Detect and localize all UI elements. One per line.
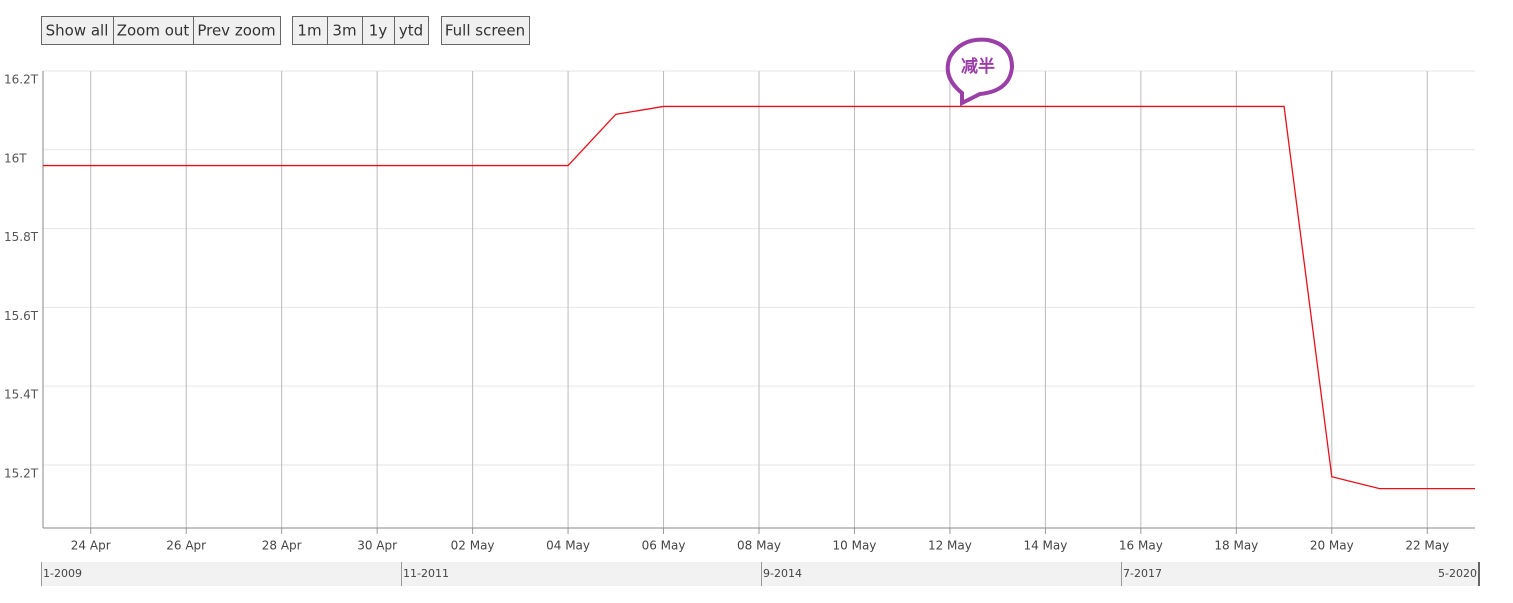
data-line — [43, 105, 1475, 490]
x-tick-label: 14 May — [1023, 539, 1067, 553]
navigator-label: 7-2017 — [1123, 567, 1162, 580]
toolbar-button[interactable] — [362, 16, 395, 45]
annotation-text: 减半 — [961, 56, 995, 77]
toolbar-button[interactable] — [113, 16, 194, 45]
toolbar-button[interactable] — [327, 16, 363, 45]
x-tick-label: 10 May — [833, 539, 877, 553]
x-tick-label: 24 Apr — [71, 539, 111, 553]
annotation-bubble — [945, 37, 1015, 107]
toolbar-button-label[interactable]: Full screen — [445, 22, 525, 40]
y-tick-label: 16.2T — [4, 73, 39, 87]
x-tick-label: 22 May — [1405, 539, 1449, 553]
toolbar-button-label[interactable]: 3m — [332, 22, 356, 40]
y-tick-label: 16T — [4, 151, 27, 165]
navigator-label: 1-2009 — [43, 567, 82, 580]
x-tick-label: 12 May — [928, 539, 972, 553]
x-tick-label: 16 May — [1119, 539, 1163, 553]
x-tick-label: 26 Apr — [166, 539, 206, 553]
x-tick-label: 04 May — [546, 539, 590, 553]
toolbar-button[interactable] — [441, 16, 530, 45]
toolbar-button[interactable] — [394, 16, 429, 45]
navigator-label: 11-2011 — [403, 567, 449, 580]
toolbar-button-label[interactable]: Show all — [46, 22, 109, 40]
toolbar-button-label[interactable]: 1m — [297, 22, 321, 40]
x-tick-label: 06 May — [642, 539, 686, 553]
toolbar-button-label[interactable]: Zoom out — [117, 22, 190, 40]
navigator-label: 9-2014 — [763, 567, 802, 580]
navigator — [41, 562, 1479, 586]
toolbar-button-label[interactable]: ytd — [399, 22, 423, 40]
x-tick-label: 08 May — [737, 539, 781, 553]
y-tick-label: 15.6T — [4, 309, 39, 323]
toolbar-button-label[interactable]: 1y — [369, 22, 388, 40]
y-tick-label: 15.2T — [4, 466, 39, 480]
y-tick-label: 15.8T — [4, 230, 39, 244]
x-tick-label: 18 May — [1214, 539, 1258, 553]
y-tick-label: 15.4T — [4, 388, 39, 402]
x-tick-label: 02 May — [451, 539, 495, 553]
toolbar-button-label[interactable]: Prev zoom — [197, 22, 275, 40]
navigator-label: 5-2020 — [1438, 567, 1477, 580]
x-tick-label: 28 Apr — [262, 539, 302, 553]
x-tick-label: 20 May — [1310, 539, 1354, 553]
x-tick-label: 30 Apr — [357, 539, 397, 553]
toolbar-button[interactable] — [193, 16, 281, 45]
toolbar-button[interactable] — [41, 16, 114, 45]
